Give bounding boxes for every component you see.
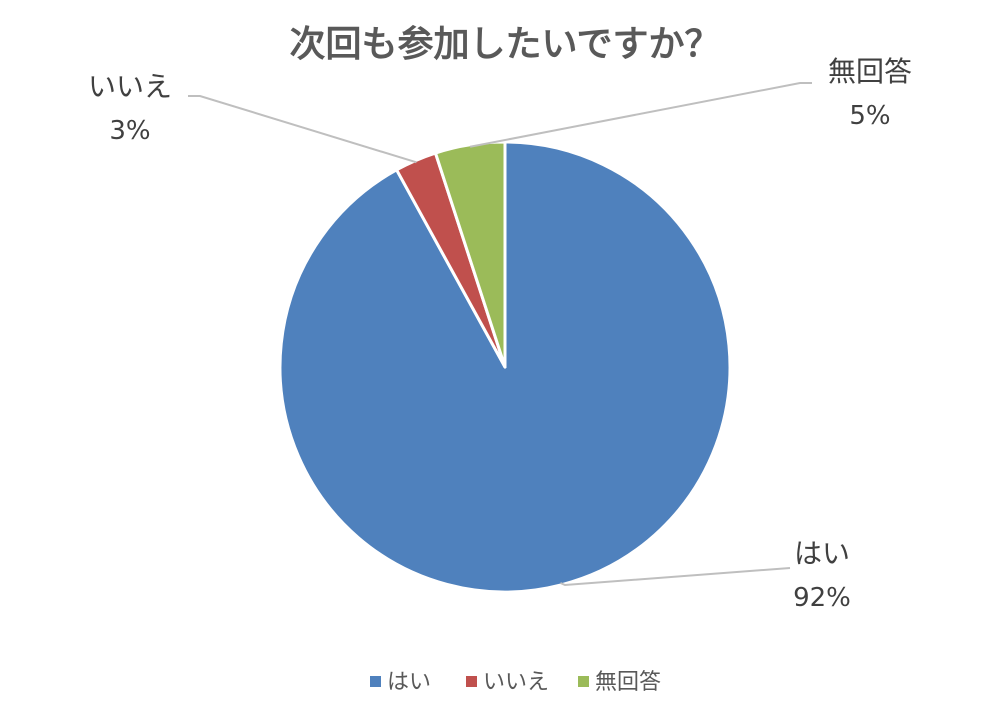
legend: はい いいえ 無回答: [370, 670, 661, 695]
slice-label-value-3: 5%: [849, 101, 890, 131]
slice-label-value-2: 3%: [109, 116, 150, 146]
legend-label-3: 無回答: [595, 670, 661, 695]
legend-swatch-1: [370, 676, 381, 687]
pie-slice-3: [433, 140, 507, 369]
legend-swatch-2: [466, 676, 477, 687]
leader-line-2: [188, 95, 417, 164]
leader-lines: [188, 82, 812, 587]
leader-line-3: [469, 82, 812, 148]
pie-slices: [278, 140, 732, 594]
legend-label-2: いいえ: [483, 670, 549, 695]
legend-label-1: はい: [387, 670, 431, 695]
data-labels: はい 92% いいえ 3% 無回答 5%: [88, 55, 912, 613]
leader-line-1: [560, 567, 791, 587]
chart-title: 次回も参加したいですか？: [290, 24, 721, 65]
slice-label-value-1: 92%: [793, 583, 851, 613]
slice-label-category-2: いいえ: [88, 70, 172, 103]
slice-label-category-3: 無回答: [828, 55, 912, 88]
legend-swatch-3: [578, 676, 589, 687]
slice-label-category-1: はい: [794, 537, 850, 570]
